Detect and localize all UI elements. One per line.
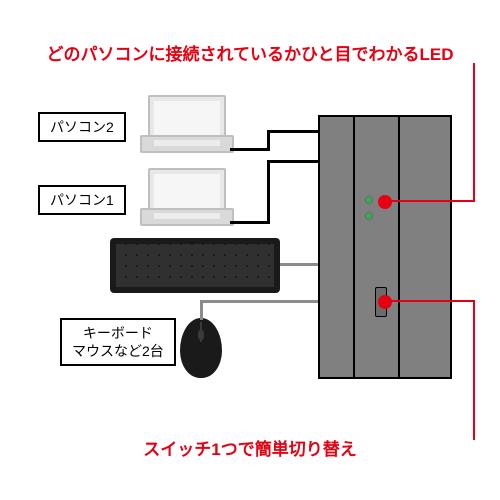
laptop-2-icon bbox=[140, 95, 230, 153]
kvm-hub bbox=[318, 115, 452, 379]
chip-pc1: パソコン1 bbox=[38, 185, 126, 215]
wire-mouse-v bbox=[200, 300, 203, 320]
led-2-icon bbox=[366, 213, 372, 219]
top-callout-label: どのパソコンに接続されているかひと目でわかるLED bbox=[20, 40, 480, 65]
laptop-1-icon bbox=[140, 168, 230, 226]
chip-pc2: パソコン2 bbox=[38, 112, 126, 142]
callout-led-h bbox=[388, 200, 475, 202]
callout-dot-switch bbox=[378, 295, 392, 309]
led-1-icon bbox=[366, 197, 372, 203]
wire-kb-h bbox=[280, 263, 320, 266]
wire-pc1-h bbox=[230, 221, 270, 224]
wire-pc2-v bbox=[267, 130, 270, 151]
callout-sw-h bbox=[388, 300, 475, 302]
callout-sw-v bbox=[473, 300, 475, 440]
wire-pc1-h2 bbox=[267, 160, 320, 163]
bottom-callout-label: スイッチ1つで簡単切り替え bbox=[20, 435, 480, 460]
wire-pc1-v bbox=[267, 160, 270, 224]
wire-mouse-h bbox=[200, 300, 297, 303]
wire-pc2-h bbox=[230, 148, 270, 151]
mouse-icon bbox=[180, 318, 222, 378]
callout-led-v bbox=[473, 63, 475, 202]
chip-keyboard-mouse: キーボード マウスなど2台 bbox=[60, 318, 176, 366]
diagram-canvas: どのパソコンに接続されているかひと目でわかるLED スイッチ1つで簡単切り替え … bbox=[0, 0, 500, 500]
wire-pc2-h2 bbox=[267, 130, 320, 133]
callout-dot-led bbox=[378, 195, 392, 209]
keyboard-icon bbox=[110, 238, 280, 293]
wire-mouse-h2 bbox=[294, 300, 320, 303]
